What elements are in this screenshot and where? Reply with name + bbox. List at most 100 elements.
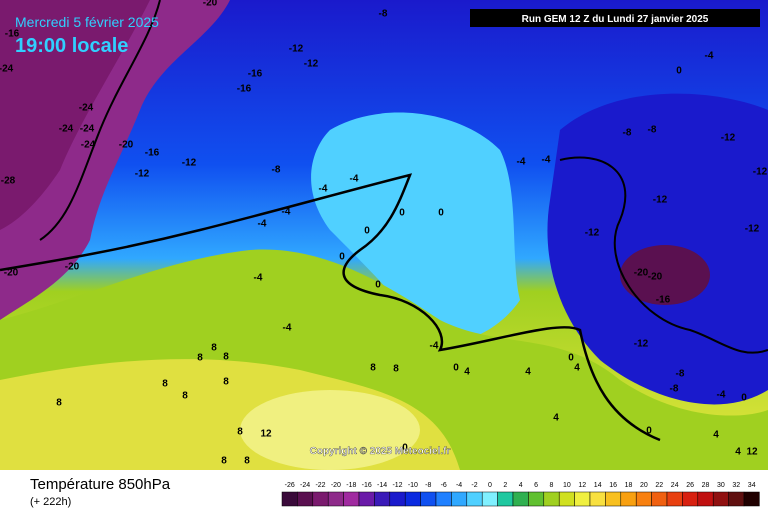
isotherm-label: -16	[656, 295, 671, 306]
isotherm-label: -20	[65, 262, 80, 273]
isotherm-label: -24	[79, 103, 94, 114]
isotherm-label: 12	[260, 429, 272, 440]
isotherm-label: 0	[568, 353, 574, 364]
isotherm-label: -12	[182, 158, 197, 169]
isotherm-label: 4	[735, 447, 741, 458]
scale-label: 20	[640, 482, 648, 489]
cold-core	[0, 0, 150, 230]
isotherm-label: -12	[289, 44, 304, 55]
color-swatch	[466, 491, 483, 507]
scale-label: 14	[594, 482, 602, 489]
isotherm-label: -8	[272, 165, 281, 176]
isotherm-label: -4	[517, 157, 526, 168]
isotherm-label: 8	[237, 427, 243, 438]
forecast-date: Mercredi 5 février 2025	[15, 14, 159, 30]
forecast-time: 19:00 locale	[15, 35, 128, 57]
color-swatch	[343, 491, 360, 507]
color-swatch	[558, 491, 575, 507]
color-swatch	[281, 491, 298, 507]
isotherm-label: -4	[717, 390, 726, 401]
isotherm-label: 8	[56, 398, 62, 409]
isotherm-label: -8	[670, 384, 679, 395]
isotherm-label: -4	[705, 51, 714, 62]
isotherm-label: 8	[223, 377, 229, 388]
scale-label: -14	[377, 482, 387, 489]
color-swatch	[451, 491, 468, 507]
scale-label: 26	[686, 482, 694, 489]
scale-label: -24	[300, 482, 310, 489]
isotherm-label: 12	[746, 447, 758, 458]
isotherm-label: -24	[59, 124, 74, 135]
isotherm-label: 8	[197, 353, 203, 364]
isotherm-label: -4	[542, 155, 551, 166]
scale-label: -8	[425, 482, 431, 489]
isotherm-label: 4	[574, 363, 580, 374]
color-swatch	[712, 491, 729, 507]
color-swatch	[589, 491, 606, 507]
scale-label: 28	[702, 482, 710, 489]
color-swatch	[605, 491, 622, 507]
isotherm-label: -20	[203, 0, 218, 9]
scale-label: -16	[362, 482, 372, 489]
isotherm-label: 4	[553, 413, 559, 424]
scale-label: -20	[331, 482, 341, 489]
scale-label: 4	[519, 482, 523, 489]
color-swatch	[512, 491, 529, 507]
scale-label: -4	[456, 482, 462, 489]
scale-label: 16	[609, 482, 617, 489]
scale-label: 34	[748, 482, 756, 489]
color-swatch	[620, 491, 637, 507]
isotherm-label: -4	[254, 273, 263, 284]
isotherm-label: 8	[211, 343, 217, 354]
isotherm-label: -12	[304, 59, 319, 70]
scale-label: -6	[441, 482, 447, 489]
scale-label: 24	[671, 482, 679, 489]
scale-label: 30	[717, 482, 725, 489]
color-swatch	[743, 491, 760, 507]
scale-label: -18	[346, 482, 356, 489]
isotherm-label: 0	[741, 393, 747, 404]
isotherm-label: 8	[223, 352, 229, 363]
isotherm-label: 4	[525, 367, 531, 378]
isotherm-label: -8	[648, 125, 657, 136]
color-swatch	[635, 491, 652, 507]
isotherm-labels: -20-8-16-12-12-24 -16-16-24-24 -24-24 -20-1…	[0, 0, 768, 467]
scale-label: 18	[625, 482, 633, 489]
isotherm-label: -28	[1, 176, 16, 187]
scale-label: 22	[655, 482, 663, 489]
isotherm-label: -4	[258, 219, 267, 230]
scale-label: 32	[732, 482, 740, 489]
color-swatch	[543, 491, 560, 507]
run-info: Run GEM 12 Z du Lundi 27 janvier 2025	[522, 14, 709, 25]
isotherm-label: -24	[81, 140, 96, 151]
lead-time: (+ 222h)	[30, 496, 71, 508]
isotherm	[559, 156, 768, 354]
isotherm-label: -4	[282, 207, 291, 218]
isotherm-label: -24	[0, 64, 14, 75]
isotherm-label: 4	[713, 430, 719, 441]
scale-label: -26	[285, 482, 295, 489]
color-swatch	[682, 491, 699, 507]
isotherm-label: -8	[623, 128, 632, 139]
isotherm-label: 8	[162, 379, 168, 390]
isotherm-label: 4	[464, 367, 470, 378]
isotherm	[39, 0, 161, 241]
color-swatch	[651, 491, 668, 507]
warm-core	[240, 390, 420, 470]
isotherm-label: 0	[676, 66, 682, 77]
isotherm-label: -4	[319, 184, 328, 195]
isotherm-label: 8	[244, 456, 250, 467]
color-swatch	[574, 491, 591, 507]
isotherm-label: 8	[182, 391, 188, 402]
scale-label: 8	[550, 482, 554, 489]
color-swatch	[528, 491, 545, 507]
color-swatch	[497, 491, 514, 507]
cyan-area	[311, 112, 520, 343]
isotherm-label: -12	[721, 133, 736, 144]
isotherm-label: 0	[438, 208, 444, 219]
isotherm-label: -20	[4, 268, 19, 279]
color-swatch	[420, 491, 437, 507]
isotherm-label: 8	[393, 364, 399, 375]
